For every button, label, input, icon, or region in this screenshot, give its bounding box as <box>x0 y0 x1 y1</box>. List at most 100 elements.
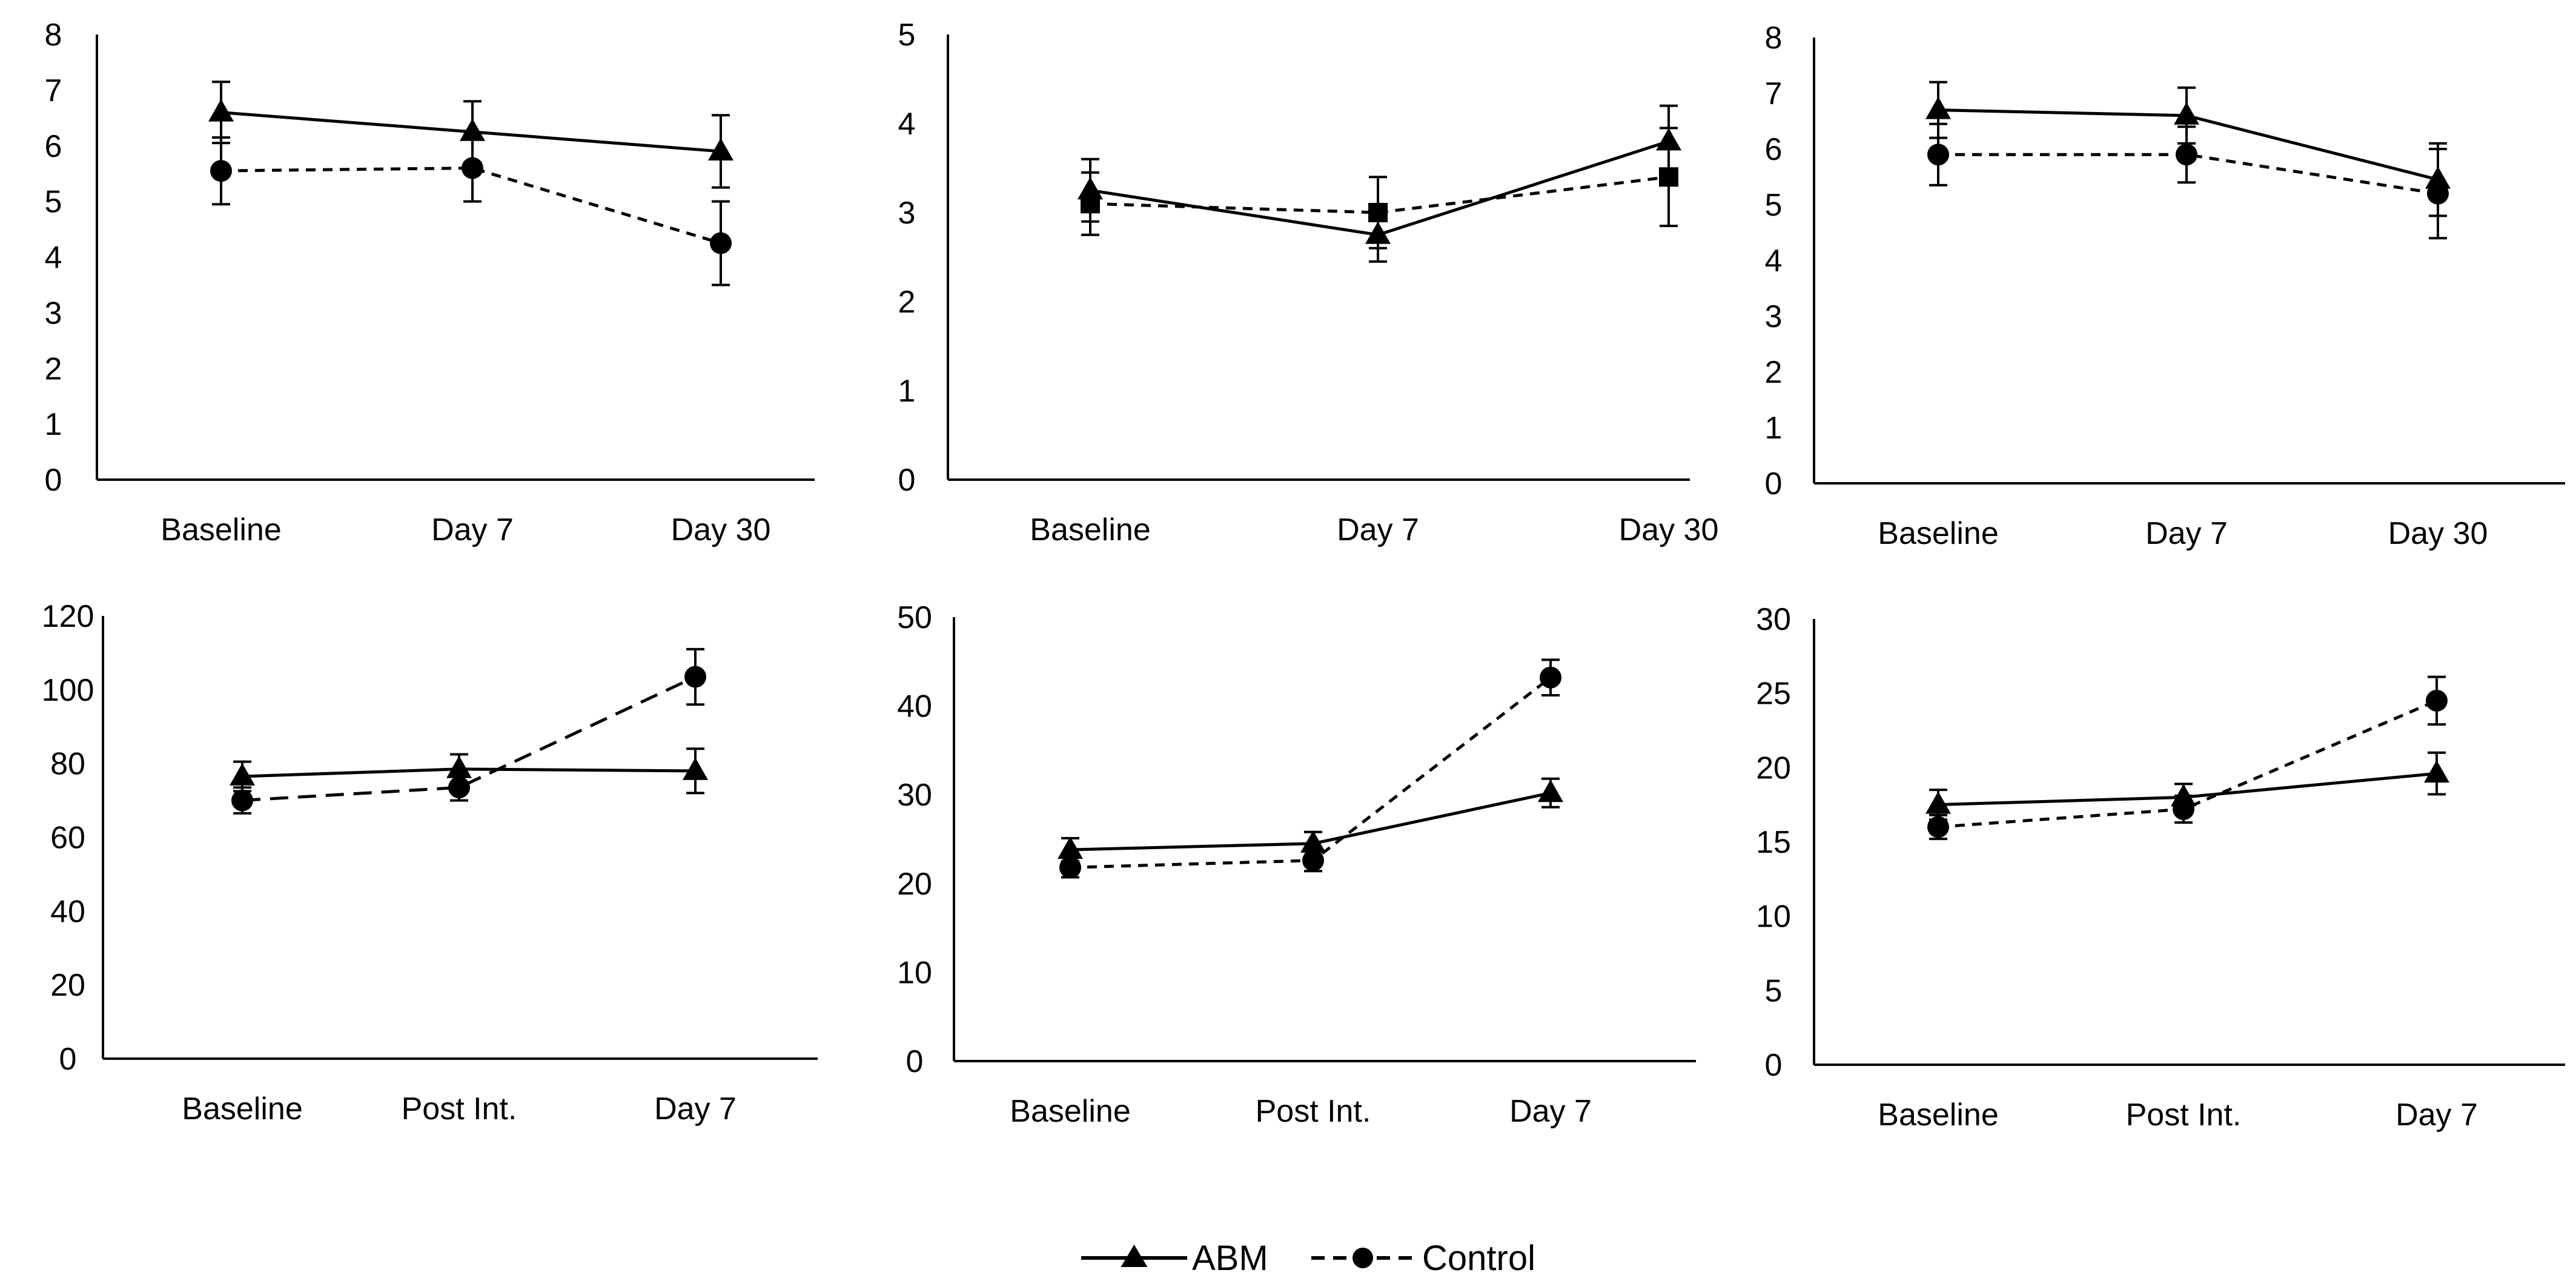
y-tick-label: 5 <box>1765 973 1783 1008</box>
y-tick-label: 6 <box>45 129 62 164</box>
y-tick-label: 3 <box>898 196 916 231</box>
series-abm-point <box>1300 830 1326 853</box>
series-control-line <box>242 675 697 802</box>
x-tick-label: Baseline <box>161 512 281 548</box>
y-tick-label: 5 <box>1765 188 1783 223</box>
series-abm-point <box>446 755 472 778</box>
chart-panel-6: 0 5 10 15 20 25 30 Baseline Post Int. Day 7 <box>1756 602 2565 1133</box>
chart-panel-3: 0 1 2 3 4 5 6 7 8 Baseline Day 7 Day 30 <box>1765 21 2565 551</box>
series-control-line <box>220 166 721 245</box>
legend-abm-triangle-icon <box>1121 1245 1148 1267</box>
x-tick-label: Day 7 <box>1337 512 1419 548</box>
legend-control-label: Control <box>1422 1239 1535 1278</box>
chart-panel-2: 0 1 2 3 4 5 Baseline Day 7 Day 30 <box>898 18 1719 548</box>
y-tick-label: 7 <box>1765 76 1783 111</box>
y-tick-label: 30 <box>1756 602 1791 637</box>
series-abm-point <box>1058 836 1083 859</box>
y-tick-label: 25 <box>1756 677 1791 712</box>
y-tick-label: 8 <box>1765 21 1783 56</box>
y-tick-label: 5 <box>898 18 916 53</box>
series-abm <box>1078 104 1681 263</box>
x-tick-label: Day 7 <box>654 1091 737 1127</box>
y-tick-label: 0 <box>45 463 62 498</box>
y-tick-label: 40 <box>897 689 932 724</box>
y-tick-label: 7 <box>45 73 62 108</box>
x-tick-label: Day 30 <box>2388 516 2488 551</box>
x-tick-label: Post Int. <box>2126 1097 2242 1133</box>
x-tick-label: Baseline <box>1030 512 1150 548</box>
y-tick-label: 4 <box>45 240 62 276</box>
series-control-point <box>710 232 732 254</box>
y-tick-label: 2 <box>45 351 62 386</box>
series-abm-point <box>683 757 708 780</box>
x-tick-label: Day 7 <box>2145 516 2228 551</box>
y-tick-label: 4 <box>898 107 916 142</box>
series-abm-point <box>460 118 485 141</box>
series-abm-point <box>2171 784 2196 807</box>
y-tick-label: 2 <box>1765 355 1783 390</box>
x-tick-label: Day 30 <box>1619 512 1719 548</box>
y-tick-label: 6 <box>1765 132 1783 167</box>
series-control-point <box>2426 689 2448 712</box>
y-tick-label: 20 <box>897 867 932 902</box>
series-control <box>210 133 732 286</box>
x-tick-label: Post Int. <box>402 1091 517 1127</box>
y-tick-label: 15 <box>1756 825 1791 860</box>
y-tick-label: 0 <box>906 1044 924 1079</box>
y-tick-label: 50 <box>897 600 932 635</box>
series-control-line <box>1090 175 1669 214</box>
series-control-point <box>231 789 253 812</box>
chart-panel-1: 0 1 2 3 4 5 6 7 8 Baseline Day 7 Day 30 <box>45 18 815 548</box>
series-control <box>1927 122 2449 240</box>
y-tick-label: 4 <box>1765 243 1783 279</box>
series-abm-point <box>1925 96 1951 119</box>
series-abm-point <box>1078 177 1103 200</box>
y-tick-label: 1 <box>898 374 916 409</box>
y-tick-label: 20 <box>50 968 85 1003</box>
x-tick-label: Day 7 <box>431 512 514 548</box>
y-tick-label: 0 <box>898 463 916 498</box>
series-abm <box>230 747 708 795</box>
series-control-point <box>1927 816 1949 838</box>
series-abm-point <box>708 137 733 160</box>
x-tick-label: Baseline <box>182 1091 302 1127</box>
x-tick-label: Baseline <box>1878 516 1998 551</box>
y-tick-label: 8 <box>45 18 62 53</box>
series-abm-point <box>1656 128 1681 151</box>
legend-abm-label: ABM <box>1192 1239 1268 1278</box>
x-tick-label: Day 7 <box>1509 1094 1592 1129</box>
y-tick-label: 10 <box>1756 899 1791 935</box>
series-abm <box>1925 81 2451 217</box>
y-tick-label: 1 <box>1765 411 1783 446</box>
x-tick-label: Post Int. <box>1256 1094 1371 1129</box>
series-abm <box>1058 777 1563 863</box>
y-tick-label: 3 <box>1765 299 1783 334</box>
series-abm-point <box>1365 221 1391 244</box>
series-abm-point <box>2174 102 2199 125</box>
series-abm-point <box>1538 779 1563 802</box>
panels: 0 1 2 3 4 5 6 7 8 Baseline Day 7 Day 30 0 1 2 3 4 5 Baseli… <box>42 18 2565 1133</box>
series-control <box>231 647 706 815</box>
y-tick-label: 60 <box>50 821 85 856</box>
series-abm-point <box>2425 166 2451 189</box>
series-abm-point <box>208 99 234 122</box>
series-abm <box>208 81 733 189</box>
y-tick-label: 30 <box>897 778 932 813</box>
series-abm-point <box>2424 760 2449 783</box>
series-control-point <box>210 160 232 182</box>
y-tick-label: 80 <box>50 747 85 782</box>
x-tick-label: Baseline <box>1878 1097 1998 1133</box>
series-control <box>1927 675 2448 841</box>
series-control-point <box>1927 144 1949 166</box>
chart-panel-4: 0 20 40 60 80 100 120 Baseline Post Int. Day 7 <box>42 599 818 1127</box>
y-tick-label: 2 <box>898 285 916 320</box>
legend: ABM Control <box>1081 1239 1535 1278</box>
y-tick-label: 0 <box>59 1042 77 1077</box>
y-tick-label: 0 <box>1765 466 1783 501</box>
y-tick-label: 120 <box>42 599 94 634</box>
series-abm-point <box>1925 791 1951 814</box>
series-abm-point <box>230 763 255 786</box>
series-control-point <box>448 776 470 799</box>
series-control-point <box>1540 666 1561 689</box>
